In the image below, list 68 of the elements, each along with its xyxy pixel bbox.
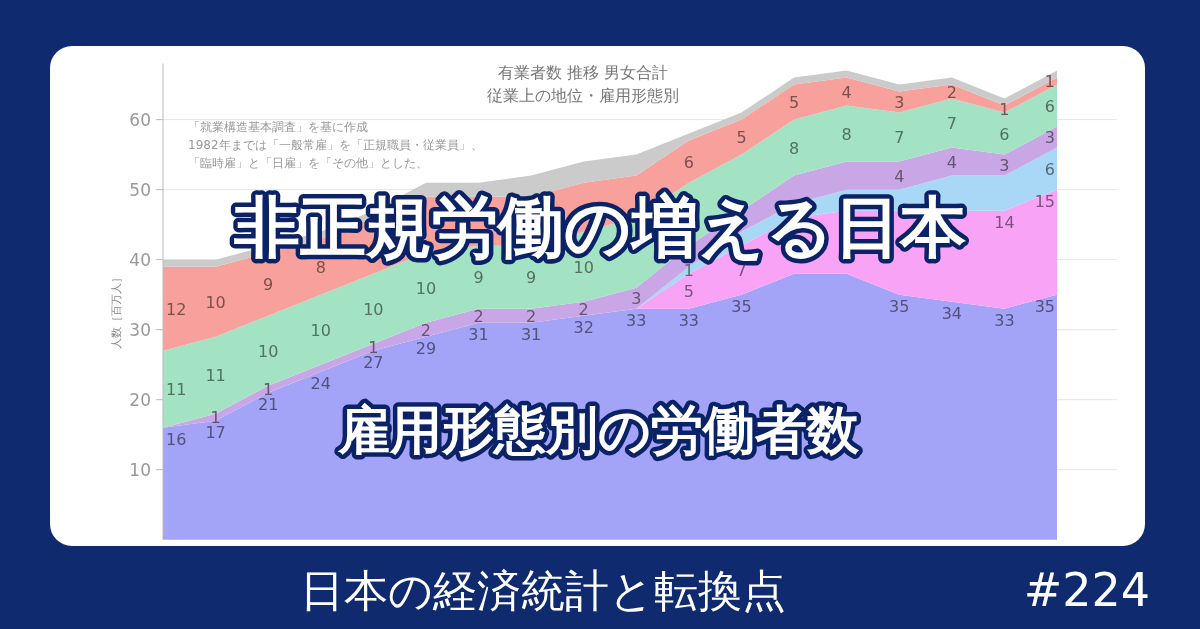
data-label: 31 [468,324,489,344]
data-label: 12 [166,299,187,319]
data-label: 6 [683,152,694,172]
data-label: 31 [520,324,542,344]
data-label: 4 [894,166,905,186]
data-label: 3 [894,93,905,113]
data-label: 10 [258,341,279,361]
data-label: 2 [420,320,432,340]
data-label: 1 [1044,72,1055,92]
y-tick-label: 50 [129,179,151,200]
data-label: 2 [473,306,484,326]
data-label: 21 [258,394,279,414]
annotation: 「就業構造基本調査」を基に作成 [188,120,368,134]
annotation: 1982年までは「一般常雇」を「正規職員・従業員」、 [188,138,483,152]
data-label: 4 [946,152,957,172]
data-label: 10 [415,278,437,298]
data-label: 2 [578,299,589,319]
data-label: 24 [310,373,331,393]
data-label: 5 [736,128,747,148]
data-label: 8 [788,138,800,158]
data-label: 9 [526,268,537,288]
data-label: 9 [263,275,274,295]
y-tick-label: 60 [129,109,151,130]
data-label: 33 [994,310,1015,330]
data-label: 5 [683,282,694,302]
data-label: 6 [999,124,1010,144]
data-label: 14 [994,212,1015,232]
data-label: 34 [941,303,962,323]
y-tick-label: 30 [129,319,151,340]
text: 日本の経済統計と転換点 [300,565,786,616]
data-label: 32 [573,317,594,337]
data-label: 2 [526,306,537,326]
data-label: 5 [788,93,800,113]
data-label: 3 [1044,128,1055,148]
data-label: 17 [205,422,226,442]
data-label: 33 [626,310,647,330]
annotation: 「臨時雇」と「日雇」を「その他」とした、 [188,156,428,170]
data-label: 10 [363,299,384,319]
data-label: 33 [678,310,700,330]
text: #224 [1023,563,1150,617]
data-label: 27 [363,352,384,372]
data-label: 16 [166,429,187,449]
data-label: 11 [166,380,187,400]
y-tick-label: 20 [129,389,151,410]
data-label: 2 [946,82,957,102]
data-label: 15 [1034,191,1055,211]
data-label: 11 [205,366,226,386]
data-label: 10 [310,320,331,340]
chart-title: 有業者数 推移 男女合計 [497,63,669,82]
y-tick-label: 40 [129,249,151,270]
data-label: 10 [205,292,226,312]
data-label: 35 [731,296,752,316]
data-label: 35 [889,296,910,316]
text: 従業上の地位・雇用形態別 [487,86,679,105]
y-tick-label: 10 [129,459,151,480]
data-label: 6 [1044,96,1055,116]
data-label: 7 [946,114,957,134]
data-label: 7 [894,128,905,148]
data-label: 6 [1044,159,1055,179]
data-label: 29 [415,338,437,358]
data-label: 3 [631,289,642,309]
annotation: 雇用形態別の労働者数 [336,400,860,460]
data-label: 4 [841,82,852,102]
data-label: 3 [999,156,1010,176]
y-axis-title: 人数［百万人］ [110,271,123,349]
data-label: 8 [841,124,852,144]
data-label: 35 [1034,296,1055,316]
data-label: 9 [473,268,484,288]
